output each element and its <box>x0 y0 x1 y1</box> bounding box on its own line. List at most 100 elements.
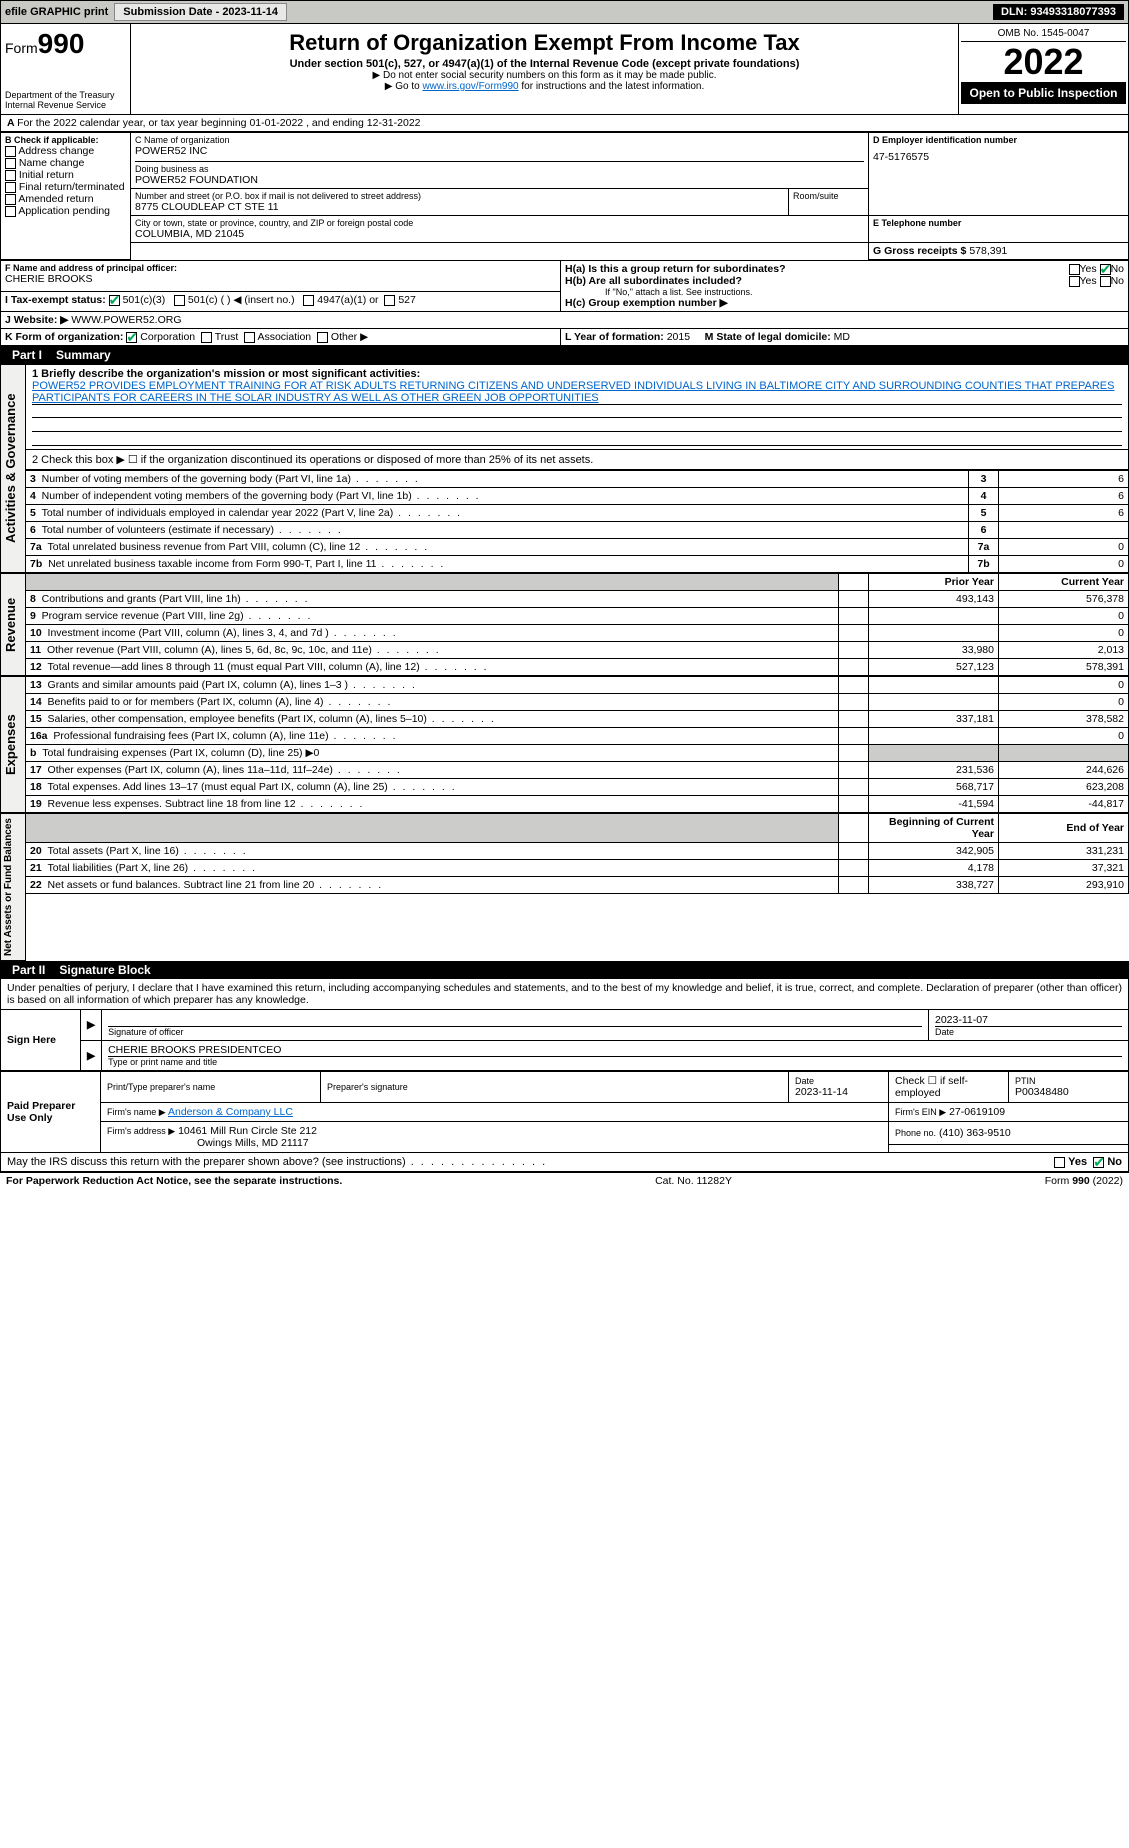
summary-row: 7a Total unrelated business revenue from… <box>26 539 1129 556</box>
data-row: 8 Contributions and grants (Part VIII, l… <box>26 591 1129 608</box>
l-value: 2015 <box>667 331 690 343</box>
summary-row: 5 Total number of individuals employed i… <box>26 505 1129 522</box>
expenses-block: Expenses 13 Grants and similar amounts p… <box>0 676 1129 813</box>
revenue-table: Prior Year Current Year 8 Contributions … <box>26 573 1129 676</box>
header-left: Form990 Department of the Treasury Inter… <box>1 24 131 114</box>
firm-name-link[interactable]: Anderson & Company LLC <box>168 1106 293 1118</box>
irs-link[interactable]: www.irs.gov/Form990 <box>422 81 518 92</box>
open-public-badge: Open to Public Inspection <box>961 82 1126 104</box>
signature-block: Sign Here ▶ Signature of officer 2023-11… <box>0 1009 1129 1071</box>
date-label: Date <box>935 1027 1122 1037</box>
checkbox-527[interactable] <box>384 295 395 306</box>
checkbox-hb-yes[interactable] <box>1069 276 1080 287</box>
form-note2: ▶ Go to www.irs.gov/Form990 for instruct… <box>139 81 950 92</box>
checkbox-pending[interactable] <box>5 206 16 217</box>
check-self-emp: Check ☐ if self-employed <box>889 1072 1009 1103</box>
line1-label: 1 Briefly describe the organization's mi… <box>32 368 1122 380</box>
c-dba: POWER52 FOUNDATION <box>135 174 864 186</box>
submission-date-button[interactable]: Submission Date - 2023-11-14 <box>114 3 287 21</box>
part2-subtitle: Signature Block <box>59 963 150 977</box>
checkbox-discuss-yes[interactable] <box>1054 1157 1065 1168</box>
header-mid: Return of Organization Exempt From Incom… <box>131 24 958 114</box>
checkbox-amended[interactable] <box>5 194 16 205</box>
form-subtitle: Under section 501(c), 527, or 4947(a)(1)… <box>139 58 950 70</box>
phone-label: Phone no. <box>895 1128 936 1138</box>
note2-pre: ▶ Go to <box>385 81 423 92</box>
summary-row: 4 Number of independent voting members o… <box>26 488 1129 505</box>
form-note1: ▶ Do not enter social security numbers o… <box>139 70 950 81</box>
part2-header: Part II Signature Block <box>0 961 1129 979</box>
c-city-label: City or town, state or province, country… <box>135 218 864 228</box>
checkbox-hb-no[interactable] <box>1100 276 1111 287</box>
line2: 2 Check this box ▶ ☐ if the organization… <box>26 450 1129 470</box>
form-header: Form990 Department of the Treasury Inter… <box>0 24 1129 115</box>
c-dba-label: Doing business as <box>135 164 864 174</box>
footer-left: For Paperwork Reduction Act Notice, see … <box>6 1175 342 1187</box>
form-number: 990 <box>38 28 85 59</box>
firm-ein-label: Firm's EIN ▶ <box>895 1107 946 1117</box>
k-label: K Form of organization: <box>5 331 123 343</box>
header-right: OMB No. 1545-0047 2022 Open to Public In… <box>958 24 1128 114</box>
g-label: G Gross receipts $ <box>873 245 966 257</box>
sig-date: 2023-11-07 <box>935 1014 1122 1027</box>
m-value: MD <box>834 331 850 343</box>
checkbox-other[interactable] <box>317 332 328 343</box>
ptin-value: P00348480 <box>1015 1086 1122 1098</box>
prep-date-hdr: Date <box>795 1076 882 1086</box>
checkbox-addr-change[interactable] <box>5 146 16 157</box>
checkbox-4947[interactable] <box>303 295 314 306</box>
data-row: 11 Other revenue (Part VIII, column (A),… <box>26 642 1129 659</box>
dln-label: DLN: 93493318077393 <box>993 4 1124 20</box>
topbar: efile GRAPHIC print Submission Date - 20… <box>0 0 1129 24</box>
data-row: 18 Total expenses. Add lines 13–17 (must… <box>26 779 1129 796</box>
tax-year: 2022 <box>961 42 1126 82</box>
entity-info-block: B Check if applicable: Address change Na… <box>0 132 1129 260</box>
f-label: F Name and address of principal officer: <box>5 263 556 273</box>
c-name-label: C Name of organization <box>135 135 864 145</box>
data-row: 13 Grants and similar amounts paid (Part… <box>26 677 1129 694</box>
checkbox-ha-yes[interactable] <box>1069 264 1080 275</box>
data-row: 10 Investment income (Part VIII, column … <box>26 625 1129 642</box>
data-row: 19 Revenue less expenses. Subtract line … <box>26 796 1129 813</box>
part1-subtitle: Summary <box>56 348 111 362</box>
checkbox-name-change[interactable] <box>5 158 16 169</box>
data-row: 14 Benefits paid to or for members (Part… <box>26 694 1129 711</box>
m-label: M State of legal domicile: <box>705 331 831 343</box>
checkbox-501c3[interactable] <box>109 295 120 306</box>
c-name: POWER52 INC <box>135 145 864 157</box>
i-label: I Tax-exempt status: <box>5 294 106 306</box>
current-year-header: Current Year <box>999 574 1129 591</box>
b-amended: Amended return <box>5 193 126 205</box>
data-row: b Total fundraising expenses (Part IX, c… <box>26 745 1129 762</box>
g-value: 578,391 <box>969 245 1007 257</box>
checkbox-assoc[interactable] <box>244 332 255 343</box>
f-h-block: F Name and address of principal officer:… <box>0 260 1129 346</box>
vert-expenses: Expenses <box>0 676 26 813</box>
sign-here-label: Sign Here <box>1 1010 81 1071</box>
firm-ein: 27-0619109 <box>949 1106 1005 1118</box>
firm-addr1: 10461 Mill Run Circle Ste 212 <box>178 1125 317 1137</box>
checkbox-initial[interactable] <box>5 170 16 181</box>
h-a: H(a) Is this a group return for subordin… <box>565 263 1124 275</box>
netassets-block: Net Assets or Fund Balances Beginning of… <box>0 813 1129 961</box>
checkbox-final[interactable] <box>5 182 16 193</box>
vert-revenue: Revenue <box>0 573 26 676</box>
checkbox-discuss-no[interactable] <box>1093 1157 1104 1168</box>
b-name-change: Name change <box>5 157 126 169</box>
note2-post: for instructions and the latest informat… <box>519 81 705 92</box>
prep-date: 2023-11-14 <box>795 1086 882 1098</box>
checkbox-501c[interactable] <box>174 295 185 306</box>
data-row: 15 Salaries, other compensation, employe… <box>26 711 1129 728</box>
data-row: 9 Program service revenue (Part VIII, li… <box>26 608 1129 625</box>
checkbox-ha-no[interactable] <box>1100 264 1111 275</box>
lines-3-7: 3 Number of voting members of the govern… <box>26 470 1129 573</box>
mission-link[interactable]: POWER52 PROVIDES EMPLOYMENT TRAINING FOR… <box>32 380 1114 404</box>
j-value: WWW.POWER52.ORG <box>71 314 181 326</box>
irs-label: Internal Revenue Service <box>5 100 126 110</box>
phone-value: (410) 363-9510 <box>939 1127 1011 1139</box>
dept-label: Department of the Treasury <box>5 90 126 100</box>
arrow-icon: ▶ <box>81 1010 102 1041</box>
checkbox-corp[interactable] <box>126 332 137 343</box>
may-irs-text: May the IRS discuss this return with the… <box>7 1156 547 1168</box>
checkbox-trust[interactable] <box>201 332 212 343</box>
